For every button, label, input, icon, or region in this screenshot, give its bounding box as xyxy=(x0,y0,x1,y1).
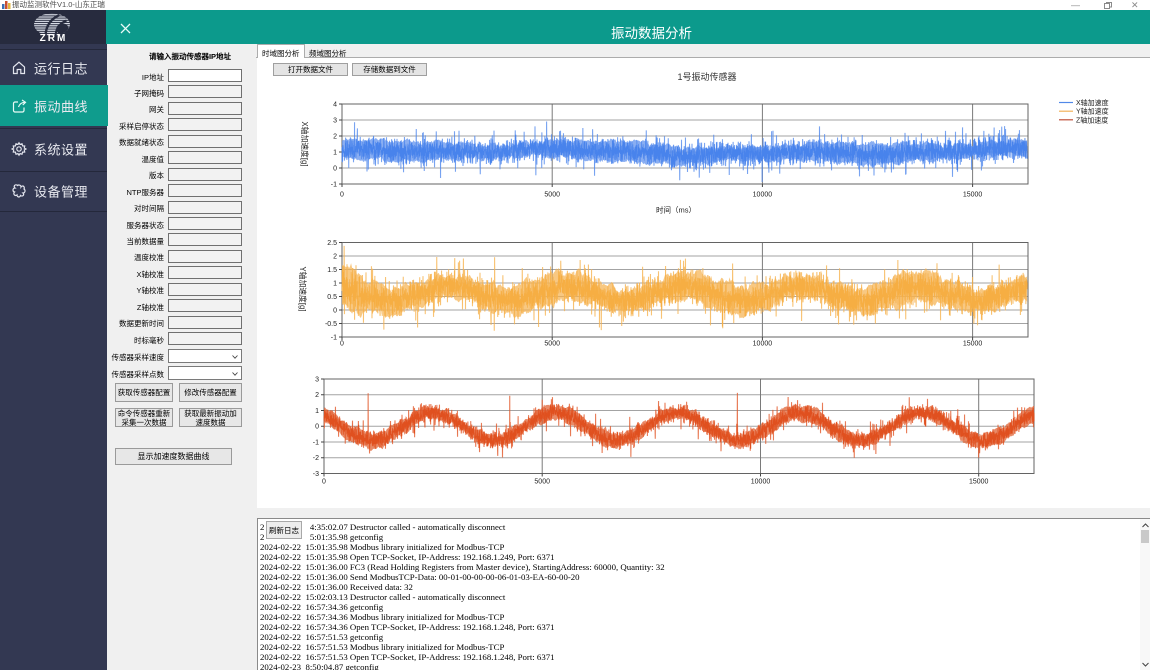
svg-text:X轴加速度[g]: X轴加速度[g] xyxy=(300,121,310,166)
svg-text:5000: 5000 xyxy=(544,192,560,199)
svg-text:2: 2 xyxy=(333,253,337,260)
svg-text:-1: -1 xyxy=(331,334,337,341)
svg-text:-2: -2 xyxy=(313,455,319,462)
svg-text:-0.5: -0.5 xyxy=(325,321,337,328)
svg-text:0: 0 xyxy=(315,424,319,431)
svg-text:2: 2 xyxy=(333,133,337,140)
svg-text:15000: 15000 xyxy=(969,479,989,486)
svg-text:Y轴加速度[g]: Y轴加速度[g] xyxy=(298,266,308,311)
svg-text:1: 1 xyxy=(333,149,337,156)
svg-text:5000: 5000 xyxy=(534,479,550,486)
svg-text:15000: 15000 xyxy=(963,341,983,348)
svg-text:时间（ms）: 时间（ms） xyxy=(656,205,696,215)
svg-text:0: 0 xyxy=(333,307,337,314)
svg-text:0: 0 xyxy=(340,192,344,199)
svg-text:0.5: 0.5 xyxy=(327,294,337,301)
svg-text:2.5: 2.5 xyxy=(327,240,337,247)
svg-text:4: 4 xyxy=(333,101,337,108)
svg-text:-1: -1 xyxy=(313,439,319,446)
svg-text:2: 2 xyxy=(315,392,319,399)
svg-text:0: 0 xyxy=(340,341,344,348)
svg-text:1.5: 1.5 xyxy=(327,267,337,274)
svg-text:10000: 10000 xyxy=(753,192,773,199)
svg-text:Y轴加速度: Y轴加速度 xyxy=(1076,107,1109,116)
svg-text:10000: 10000 xyxy=(751,479,771,486)
svg-text:10000: 10000 xyxy=(753,341,773,348)
svg-text:Z轴加速度: Z轴加速度 xyxy=(1076,115,1108,124)
svg-text:3: 3 xyxy=(315,376,319,383)
svg-text:0: 0 xyxy=(322,479,326,486)
svg-text:-3: -3 xyxy=(313,471,319,478)
svg-text:X轴加速度: X轴加速度 xyxy=(1076,98,1109,107)
svg-text:3: 3 xyxy=(333,117,337,124)
svg-text:-1: -1 xyxy=(331,181,337,188)
svg-text:15000: 15000 xyxy=(963,192,983,199)
svg-text:1: 1 xyxy=(333,280,337,287)
svg-text:5000: 5000 xyxy=(544,341,560,348)
svg-text:1号振动传感器: 1号振动传感器 xyxy=(677,71,736,82)
svg-text:0: 0 xyxy=(333,165,337,172)
svg-text:1: 1 xyxy=(315,408,319,415)
